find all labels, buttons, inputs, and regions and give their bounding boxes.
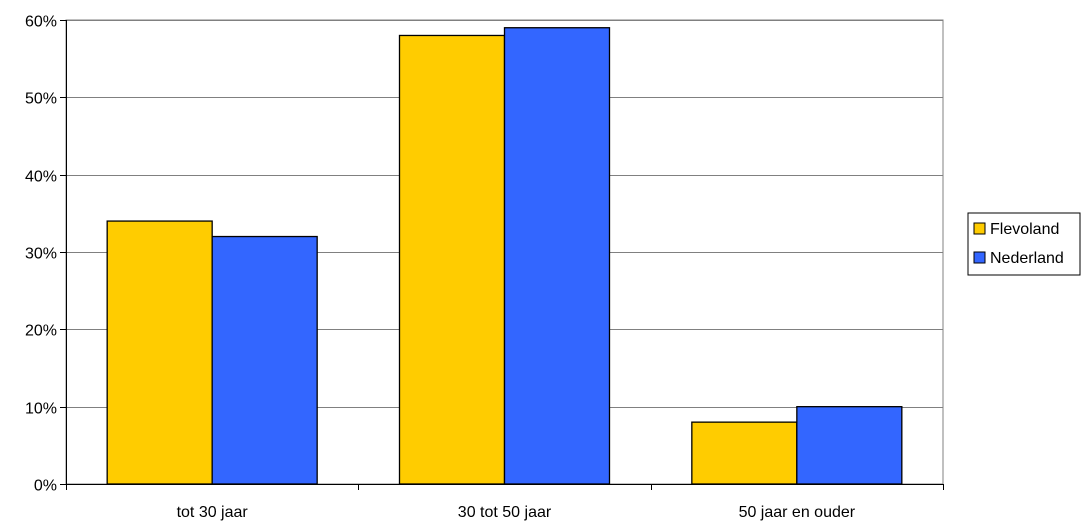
bar-flevoland-2 [398,34,506,485]
legend-label-flevoland: Flevoland [990,221,1059,238]
legend: Flevoland Nederland [967,212,1081,276]
y-tick-label: 40% [25,169,57,186]
legend-swatch-flevoland [973,222,986,235]
x-category-label: 30 tot 50 jaar [458,504,552,521]
bar-flevoland-1 [106,220,213,485]
y-tick-label: 60% [25,14,57,31]
legend-box [967,212,1081,276]
x-category-label: tot 30 jaar [177,504,249,521]
bars [106,27,903,485]
x-category-label: 50 jaar en ouder [739,504,856,521]
bar-flevoland-3 [691,421,798,485]
bar-nederland-2 [503,27,611,485]
y-tick-labels: 0% 10% 20% 30% 40% 50% 60% [25,14,57,495]
axes [60,20,944,490]
y-tick-label: 10% [25,401,57,418]
x-category-labels: tot 30 jaar 30 tot 50 jaar 50 jaar en oude… [177,504,856,521]
bar-nederland-1 [211,235,318,485]
legend-label-nederland: Nederland [990,250,1064,267]
y-tick-label: 30% [25,246,57,263]
y-tick-label: 50% [25,91,57,108]
y-tick-label: 20% [25,323,57,340]
legend-swatch-nederland [973,251,986,264]
y-tick-label: 0% [34,478,57,495]
bar-nederland-3 [796,406,903,485]
